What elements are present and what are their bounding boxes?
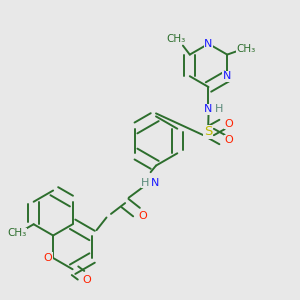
Text: CH₃: CH₃ bbox=[167, 34, 186, 44]
Text: CH₃: CH₃ bbox=[236, 44, 256, 54]
Text: CH₃: CH₃ bbox=[7, 228, 26, 238]
Text: S: S bbox=[204, 125, 212, 139]
Text: O: O bbox=[225, 135, 234, 146]
Text: H: H bbox=[215, 104, 223, 115]
Text: N: N bbox=[204, 104, 213, 115]
Text: O: O bbox=[44, 253, 52, 263]
Text: N: N bbox=[204, 39, 213, 49]
Text: O: O bbox=[225, 118, 234, 129]
Text: O: O bbox=[82, 275, 91, 285]
Text: N: N bbox=[223, 71, 231, 81]
Text: H: H bbox=[141, 178, 150, 188]
Text: O: O bbox=[139, 211, 148, 221]
Text: N: N bbox=[151, 178, 159, 188]
